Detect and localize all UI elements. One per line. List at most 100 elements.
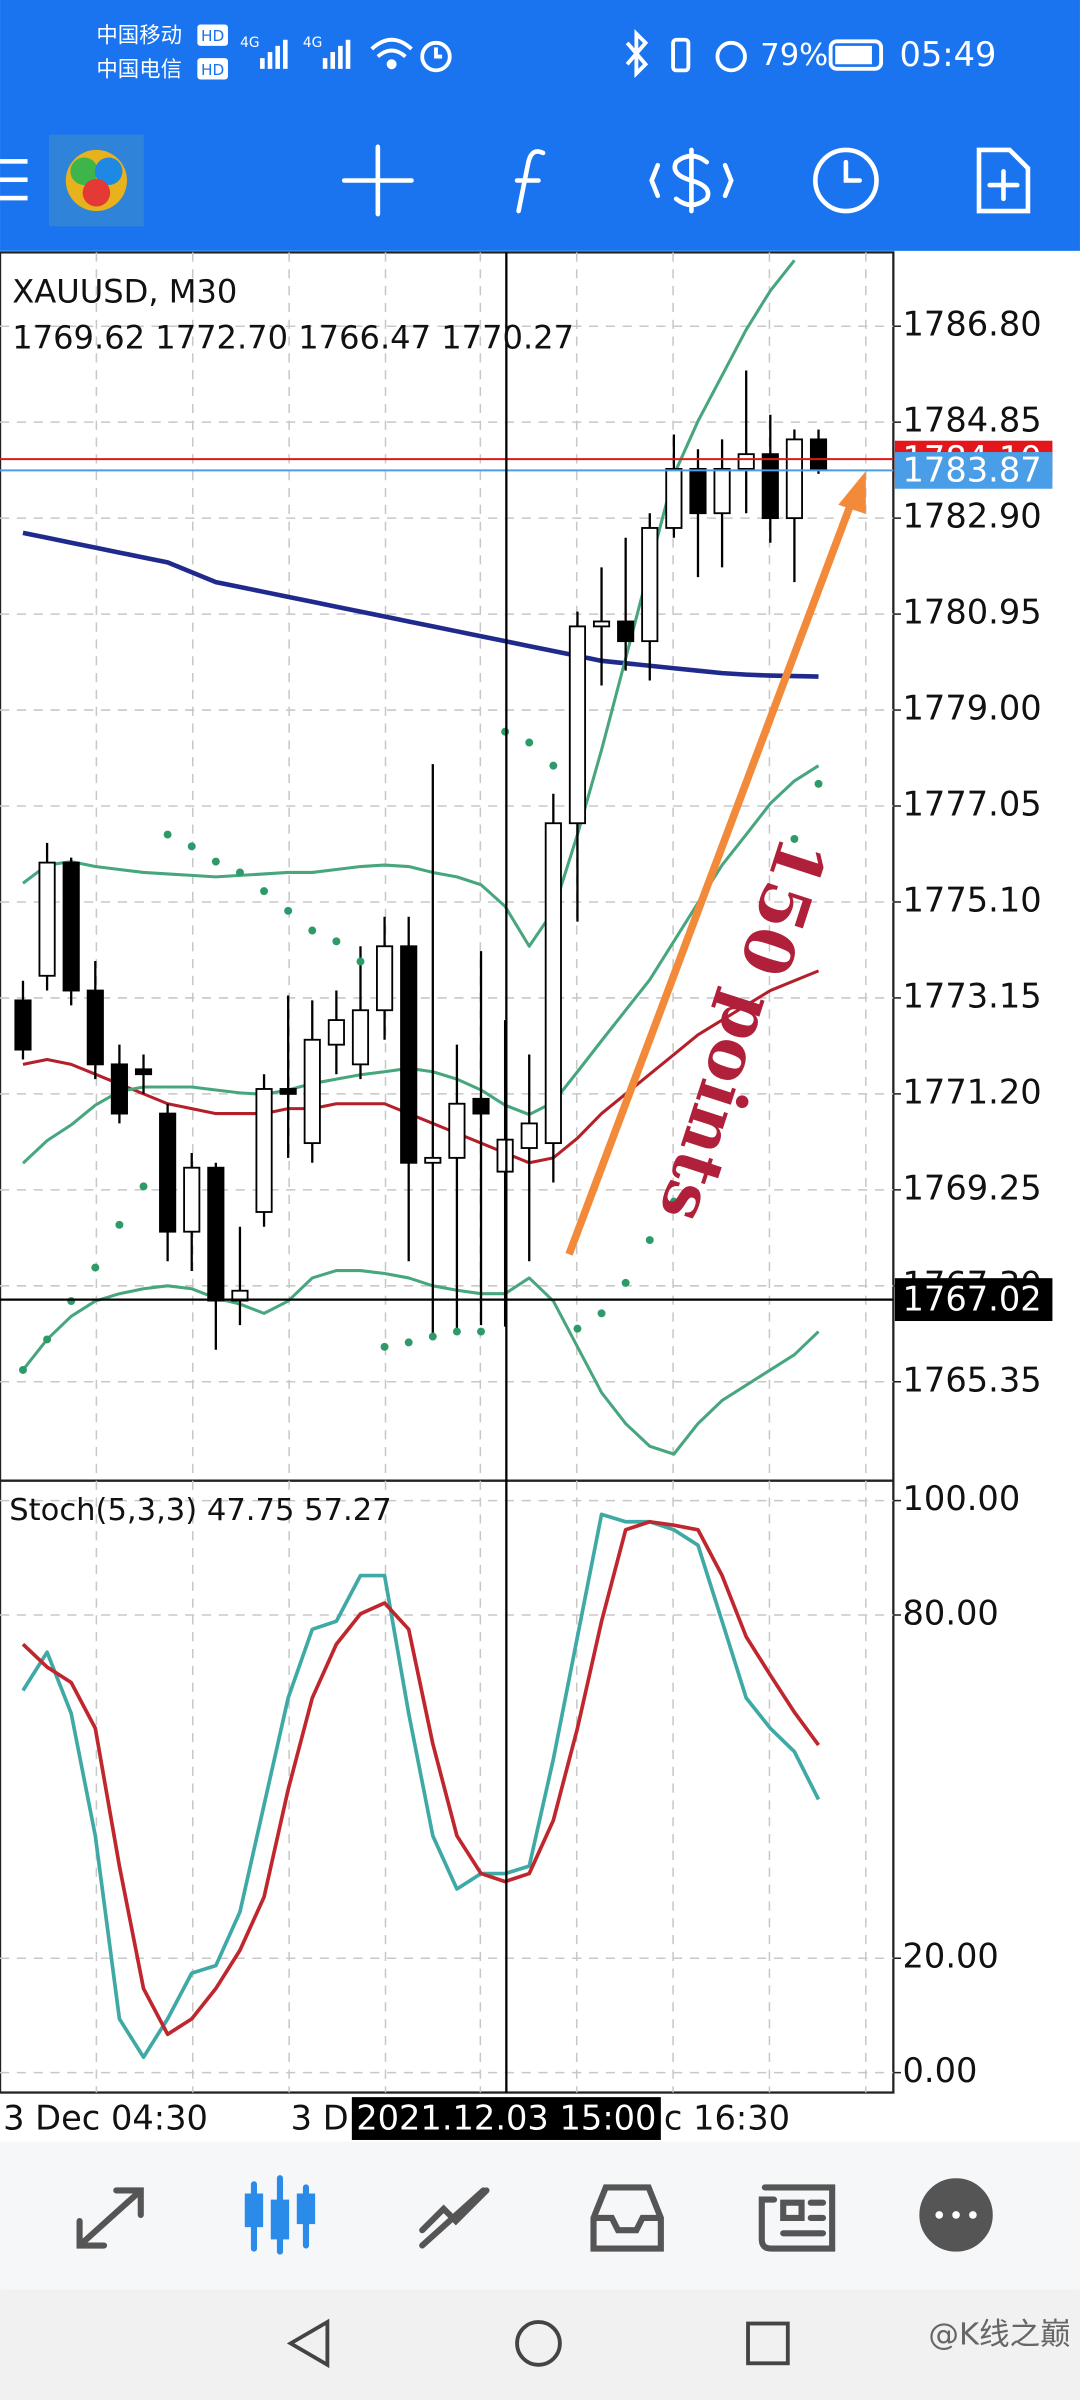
hd: HD xyxy=(201,61,224,79)
arrow-head xyxy=(838,471,866,514)
price-label: 1783.87 xyxy=(903,450,1042,489)
candle-body xyxy=(520,1122,538,1149)
x-tick-label: c 16:30 xyxy=(664,2099,790,2138)
sar-dot xyxy=(790,835,799,843)
sar-dot xyxy=(501,727,510,736)
candle-body xyxy=(592,620,611,628)
indicator-line xyxy=(21,1269,820,1456)
hd-badge xyxy=(197,58,228,80)
y-tick-label: 1777.05 xyxy=(903,785,1042,824)
sar-dot xyxy=(356,957,365,966)
recents-button[interactable] xyxy=(746,2321,790,2366)
ohlc-readout: 1769.62 1772.70 1766.47 1770.27 xyxy=(12,319,574,357)
sar-dot xyxy=(308,926,317,935)
sar-dot xyxy=(115,1220,124,1229)
candle-body xyxy=(303,1038,321,1145)
app-header xyxy=(0,0,1080,251)
y-tick-label: 1786.80 xyxy=(903,305,1042,344)
back-button[interactable] xyxy=(286,2318,330,2369)
new-order-tool[interactable] xyxy=(976,147,1031,214)
stoch-line xyxy=(21,1512,821,2060)
candle-body xyxy=(159,1112,177,1233)
plot-frame xyxy=(0,251,895,2094)
y-tick-label: 1780.95 xyxy=(903,593,1042,632)
candle-body xyxy=(448,1102,466,1159)
candle-body xyxy=(110,1063,128,1115)
y-tick-label: 1765.35 xyxy=(903,1360,1042,1399)
y-tick-label: 1769.25 xyxy=(903,1168,1042,1207)
annotation-arrow xyxy=(565,503,855,1256)
y-tick-label: 100.00 xyxy=(903,1479,1021,1518)
crosshair-price: 1767.02 xyxy=(903,1280,1042,1319)
y-tick-label: 0.00 xyxy=(903,2051,978,2090)
candle-body xyxy=(496,1138,514,1173)
candle-body xyxy=(641,527,659,643)
candle-body xyxy=(14,999,32,1051)
menu-button[interactable] xyxy=(0,159,28,201)
sar-dot xyxy=(573,1324,582,1333)
price-axis: 1786.80 1784.85 1782.90 1780.95 1779.00 1777.… xyxy=(3,305,1053,2140)
candle-body xyxy=(62,861,80,992)
home-button[interactable] xyxy=(515,2320,562,2367)
candle-body xyxy=(761,453,779,520)
candle-body xyxy=(400,945,418,1164)
candle-body xyxy=(713,467,731,515)
hd: HD xyxy=(201,27,224,45)
hd-badge xyxy=(197,24,228,46)
candle-body xyxy=(737,453,755,470)
chart-tab[interactable] xyxy=(244,2175,316,2255)
candle-body xyxy=(207,1166,225,1302)
time-grid xyxy=(95,252,867,2093)
indicators-tool[interactable] xyxy=(514,149,546,214)
news-tab[interactable] xyxy=(758,2184,836,2252)
sar-dot xyxy=(452,1327,461,1336)
sar-dot xyxy=(404,1338,413,1347)
trade-tool[interactable] xyxy=(649,147,734,214)
sar-dot xyxy=(814,779,823,788)
crosshair-tool[interactable] xyxy=(341,144,414,217)
quotes-tab[interactable] xyxy=(76,2187,144,2249)
status-icons xyxy=(370,29,884,79)
system-nav xyxy=(0,2289,1080,2400)
y-tick-label: 1773.15 xyxy=(903,976,1042,1015)
crosshair-time-box xyxy=(351,2097,661,2140)
network: 4G xyxy=(303,35,322,51)
indicator-line xyxy=(22,969,820,1165)
app-logo[interactable] xyxy=(48,134,144,227)
network: 4G xyxy=(240,35,259,51)
chat-tab[interactable] xyxy=(919,2178,993,2252)
clock: 05:49 xyxy=(899,35,996,74)
trade-tab[interactable] xyxy=(419,2187,490,2249)
x-tick-label: 3 Dec 04:30 xyxy=(3,2099,208,2138)
sar-dot xyxy=(260,887,269,896)
candle-body xyxy=(544,822,562,1145)
stoch-title: Stoch(5,3,3) 47.75 57.27 xyxy=(9,1493,391,1528)
y-tick-label: 1775.10 xyxy=(903,880,1042,919)
sar-dot xyxy=(549,761,558,770)
sar-dot xyxy=(187,842,196,851)
history-tab[interactable] xyxy=(590,2184,664,2252)
sar-dot xyxy=(211,857,220,866)
sar-dot xyxy=(621,1278,630,1287)
sar-dot xyxy=(235,868,244,877)
candle-body xyxy=(472,1097,490,1115)
sar-dot xyxy=(43,1335,52,1344)
candle-body xyxy=(351,1009,370,1066)
sar-dot xyxy=(669,1197,678,1206)
sar-dot xyxy=(525,738,534,747)
y-tick-label: 20.00 xyxy=(903,1937,999,1976)
candle-body xyxy=(689,467,707,515)
watermark: @K线之巅 xyxy=(928,2317,1070,2352)
sar-dot xyxy=(645,1236,654,1245)
y-tick-label: 80.00 xyxy=(903,1594,999,1633)
timeframe-tool[interactable] xyxy=(813,147,879,214)
y-tick-label: 1771.20 xyxy=(903,1072,1042,1111)
candle-body xyxy=(38,861,56,977)
candle-body xyxy=(183,1166,201,1233)
crosshair-price-box xyxy=(894,1278,1053,1322)
stoch-line xyxy=(21,1519,820,2037)
signal-icons xyxy=(260,39,351,69)
y-tick-label: 1784.85 xyxy=(903,401,1042,440)
sar-dot xyxy=(380,1342,389,1351)
